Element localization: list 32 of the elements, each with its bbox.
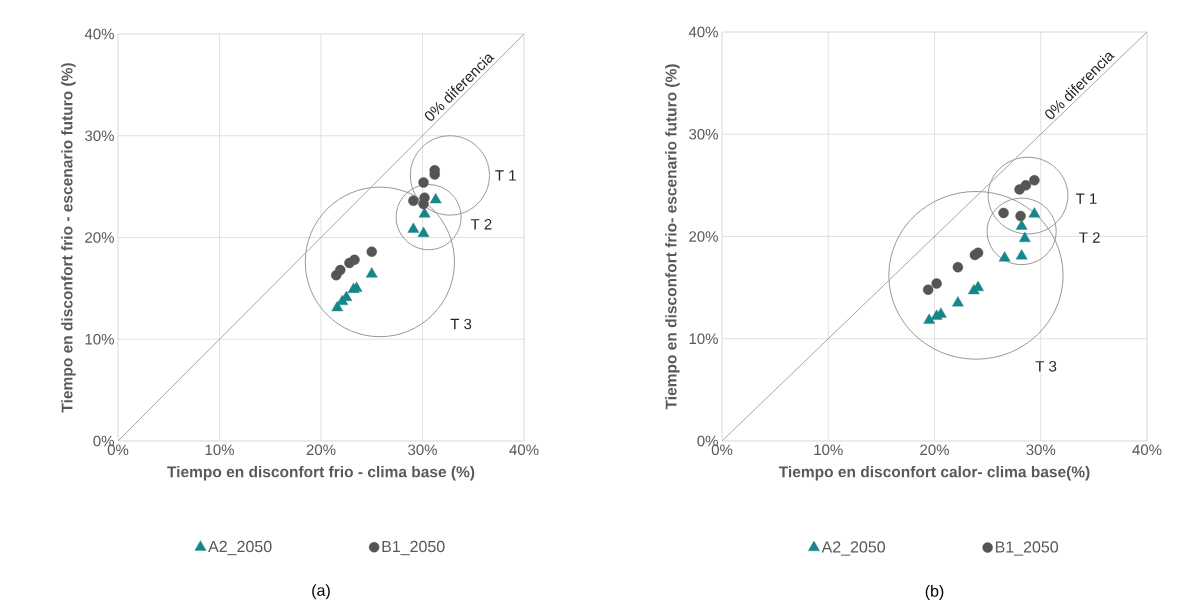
x-tick-label: 30% — [1026, 444, 1056, 456]
x-tick-label: 20% — [306, 444, 336, 456]
legend-label: B1_2050 — [995, 541, 1059, 556]
x-tick-label: 10% — [814, 444, 843, 456]
y-tick-label: 30% — [85, 130, 114, 142]
y-tick-label: 30% — [689, 128, 718, 140]
x-tick-label: 30% — [408, 444, 437, 456]
annotation: T 1 — [1075, 193, 1097, 204]
annotation: T 3 — [450, 318, 472, 330]
legend-label: B1_2050 — [382, 540, 445, 556]
y-tick-label: 40% — [84, 28, 114, 40]
annotation: T 1 — [495, 170, 516, 181]
x-tick-label: 40% — [1132, 444, 1162, 456]
x-tick-label: 40% — [509, 444, 539, 456]
y-tick-label: 10% — [689, 333, 718, 345]
annotation: T 3 — [1035, 361, 1057, 372]
annotation: T 2 — [1079, 232, 1100, 243]
annotation: T 2 — [470, 219, 492, 230]
text: (a) — [312, 584, 330, 600]
y-tick-label: 20% — [689, 231, 718, 242]
y-tick-label: 20% — [85, 232, 114, 243]
text: (b) — [925, 585, 944, 600]
y-tick-label: 10% — [85, 333, 114, 345]
x-tick-label: 20% — [920, 444, 949, 456]
legend-label: A2_2050 — [821, 541, 886, 556]
y-axis-title: Tiempo en disconfort frio- escenario futuro (%) — [665, 64, 680, 410]
x-tick-label: 10% — [205, 444, 234, 456]
y-tick-label: 40% — [688, 26, 718, 38]
legend-label: A2_2050 — [208, 540, 272, 556]
y-axis-title: Tiempo en disconfort frio - escenario futuro (%) — [61, 63, 76, 413]
x-axis-title: Tiempo en disconfort frio - clima base (%) — [167, 465, 475, 481]
x-axis-title: Tiempo en disconfort calor- clima base(%) — [778, 465, 1090, 481]
